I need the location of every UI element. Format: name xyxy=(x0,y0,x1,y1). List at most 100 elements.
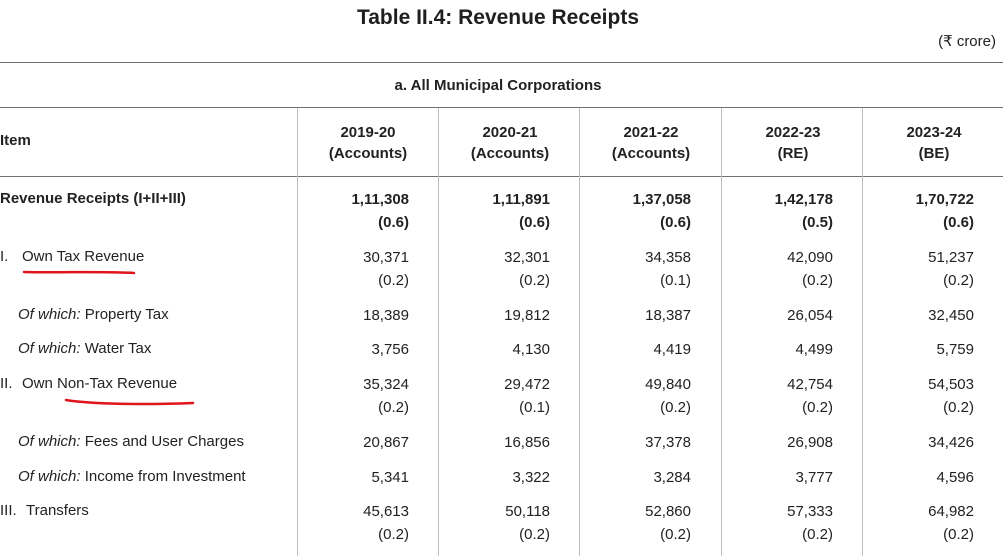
header-rule xyxy=(0,107,1003,108)
cell-share: (0.2) xyxy=(943,399,974,416)
column-divider xyxy=(721,108,722,556)
cell-value: 45,613 xyxy=(363,503,409,520)
cell-value: 4,419 xyxy=(653,341,691,358)
cell-value: 1,37,058 xyxy=(632,191,691,208)
column-year: 2020-21 xyxy=(482,124,538,141)
cell-share: (0.2) xyxy=(378,526,409,543)
cell-value: 30,371 xyxy=(363,249,409,266)
cell-value: 4,130 xyxy=(512,341,550,358)
cell-share: (0.1) xyxy=(660,272,691,289)
cell-value: 49,840 xyxy=(645,376,691,393)
row-label: Revenue Receipts (I+II+III) xyxy=(0,190,186,207)
row-label: II. Own Non-Tax Revenue xyxy=(0,375,177,392)
cell-value: 35,324 xyxy=(363,376,409,393)
cell-value: 42,754 xyxy=(787,376,833,393)
table-title: Table II.4: Revenue Receipts xyxy=(356,6,640,29)
cell-value: 1,11,891 xyxy=(492,191,550,208)
cell-share: (0.2) xyxy=(378,399,409,416)
column-divider xyxy=(297,108,298,556)
cell-value: 32,450 xyxy=(928,307,974,324)
cell-value: 26,054 xyxy=(787,307,833,324)
column-type: (Accounts) xyxy=(611,145,691,162)
cell-value: 19,812 xyxy=(504,307,550,324)
row-label: Of which: Fees and User Charges xyxy=(18,433,244,450)
column-header: 2022-23 (RE) xyxy=(734,122,852,164)
row-number: II. xyxy=(0,375,13,392)
row-label-text: Property Tax xyxy=(84,306,169,323)
cell-value: 4,499 xyxy=(795,341,833,358)
cell-value: 52,860 xyxy=(645,503,691,520)
unit-label: (₹ crore) xyxy=(938,33,996,50)
cell-share: (0.2) xyxy=(802,272,833,289)
column-header: 2020-21 (Accounts) xyxy=(451,122,569,164)
cell-share: (0.2) xyxy=(802,526,833,543)
cell-share: (0.2) xyxy=(802,399,833,416)
cell-value: 32,301 xyxy=(504,249,550,266)
of-which-prefix: Of which: xyxy=(18,340,81,357)
column-year: 2022-23 xyxy=(765,124,821,141)
cell-value: 3,284 xyxy=(653,469,691,486)
cell-share: (0.2) xyxy=(943,272,974,289)
cell-value: 50,118 xyxy=(505,503,550,520)
cell-value: 51,237 xyxy=(928,249,974,266)
cell-value: 18,389 xyxy=(363,307,409,324)
cell-value: 4,596 xyxy=(936,469,974,486)
column-type: (BE) xyxy=(918,145,950,162)
row-label: III. Transfers xyxy=(0,502,89,519)
row-label-text: Revenue Receipts (I+II+III) xyxy=(0,190,186,207)
cell-share: (0.6) xyxy=(378,214,409,231)
row-label-text: Income from Investment xyxy=(84,468,246,485)
column-year: 2019-20 xyxy=(340,124,396,141)
cell-share: (0.6) xyxy=(660,214,691,231)
cell-value: 26,908 xyxy=(787,434,833,451)
row-number: III. xyxy=(0,502,17,519)
column-header: 2019-20 (Accounts) xyxy=(309,122,427,164)
column-year: 2023-24 xyxy=(906,124,962,141)
row-label-text: Own Tax Revenue xyxy=(22,248,145,265)
header-bottom-rule xyxy=(0,176,1003,177)
cell-value: 37,378 xyxy=(645,434,691,451)
cell-share: (0.6) xyxy=(943,214,974,231)
column-divider xyxy=(438,108,439,556)
cell-value: 5,341 xyxy=(371,469,409,486)
section-title: a. All Municipal Corporations xyxy=(394,77,602,94)
cell-share: (0.2) xyxy=(943,526,974,543)
column-header: 2021-22 (Accounts) xyxy=(592,122,710,164)
cell-value: 42,090 xyxy=(787,249,833,266)
cell-value: 29,472 xyxy=(504,376,550,393)
cell-share: (0.6) xyxy=(519,214,550,231)
cell-value: 5,759 xyxy=(936,341,974,358)
row-label-text: Water Tax xyxy=(84,340,152,357)
cell-share: (0.1) xyxy=(519,399,550,416)
cell-value: 1,11,308 xyxy=(351,191,409,208)
row-label-text: Fees and User Charges xyxy=(84,433,244,450)
underline-own-non-tax-revenue xyxy=(64,398,195,406)
row-label: Of which: Income from Investment xyxy=(18,468,246,485)
row-label-text: Own Non-Tax Revenue xyxy=(22,375,178,392)
cell-value: 1,70,722 xyxy=(915,191,974,208)
of-which-prefix: Of which: xyxy=(18,433,81,450)
of-which-prefix: Of which: xyxy=(18,468,81,485)
column-type: (Accounts) xyxy=(328,145,408,162)
cell-value: 16,856 xyxy=(504,434,550,451)
column-divider xyxy=(862,108,863,556)
row-number: I. xyxy=(0,248,9,265)
cell-value: 57,333 xyxy=(787,503,833,520)
cell-share: (0.2) xyxy=(660,526,691,543)
column-type: (Accounts) xyxy=(470,145,550,162)
column-divider xyxy=(579,108,580,556)
underline-own-tax-revenue xyxy=(22,270,136,275)
cell-value: 34,358 xyxy=(645,249,691,266)
cell-value: 18,387 xyxy=(645,307,691,324)
row-label-text: Transfers xyxy=(26,502,89,519)
cell-value: 54,503 xyxy=(928,376,974,393)
cell-value: 34,426 xyxy=(928,434,974,451)
cell-value: 20,867 xyxy=(363,434,409,451)
cell-share: (0.2) xyxy=(660,399,691,416)
cell-value: 64,982 xyxy=(928,503,974,520)
item-column-header: Item xyxy=(0,132,31,149)
cell-value: 1,42,178 xyxy=(774,191,833,208)
column-year: 2021-22 xyxy=(623,124,679,141)
cell-value: 3,777 xyxy=(795,469,833,486)
row-label: I. Own Tax Revenue xyxy=(0,248,144,265)
